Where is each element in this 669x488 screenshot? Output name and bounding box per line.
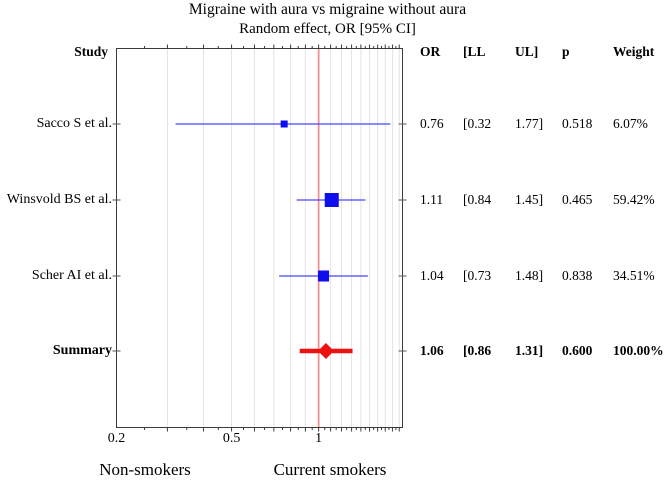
plot-frame bbox=[116, 48, 403, 428]
study-label: Sacco S et al. bbox=[36, 116, 112, 131]
summary-weight-value: 100.00% bbox=[613, 343, 664, 358]
study-square-marker bbox=[324, 193, 339, 207]
weight-value: 34.51% bbox=[613, 268, 655, 283]
summary-or-value: 1.06 bbox=[420, 343, 444, 358]
column-header-study: Study bbox=[74, 44, 108, 59]
column-header-p: p bbox=[562, 44, 570, 59]
p-value: 0.518 bbox=[562, 116, 593, 131]
axis-group-label-left: Non-smokers bbox=[99, 460, 191, 479]
ul-value: 1.77] bbox=[515, 116, 544, 131]
column-header-weight: Weight bbox=[613, 44, 655, 59]
p-value: 0.465 bbox=[562, 192, 593, 207]
column-header-or: OR bbox=[420, 44, 441, 59]
chart-title: Migraine with aura vs migraine without a… bbox=[188, 1, 467, 18]
ll-value: [0.84 bbox=[463, 192, 492, 207]
column-header-ul: UL] bbox=[515, 44, 539, 59]
axis-group-label-right: Current smokers bbox=[273, 460, 387, 479]
x-axis-tick-label: 0.2 bbox=[107, 431, 126, 446]
x-axis-tick-label: 0.5 bbox=[222, 431, 241, 446]
study-square-marker bbox=[318, 270, 330, 282]
ll-value: [0.73 bbox=[463, 268, 492, 283]
ll-value: [0.32 bbox=[463, 116, 492, 131]
chart-subtitle: Random effect, OR [95% CI] bbox=[239, 21, 416, 37]
summary-diamond-marker bbox=[317, 343, 334, 359]
ul-value: 1.48] bbox=[515, 268, 544, 283]
column-header-ll: [LL bbox=[463, 44, 486, 59]
x-axis-tick-label: 1 bbox=[315, 431, 323, 446]
or-value: 1.04 bbox=[420, 268, 444, 283]
or-value: 0.76 bbox=[420, 116, 444, 131]
p-value: 0.838 bbox=[562, 268, 593, 283]
study-label: Winsvold BS et al. bbox=[6, 192, 112, 207]
study-square-marker bbox=[280, 120, 288, 128]
summary-ul-value: 1.31] bbox=[515, 343, 544, 358]
ul-value: 1.45] bbox=[515, 192, 544, 207]
or-value: 1.11 bbox=[420, 192, 444, 207]
summary-ll-value: [0.86 bbox=[463, 343, 492, 358]
summary-p-value: 0.600 bbox=[562, 343, 593, 358]
weight-value: 6.07% bbox=[613, 116, 648, 131]
study-label: Scher AI et al. bbox=[31, 268, 112, 283]
weight-value: 59.42% bbox=[613, 192, 655, 207]
forest-plot-canvas bbox=[112, 44, 407, 432]
summary-label: Summary bbox=[52, 343, 112, 358]
